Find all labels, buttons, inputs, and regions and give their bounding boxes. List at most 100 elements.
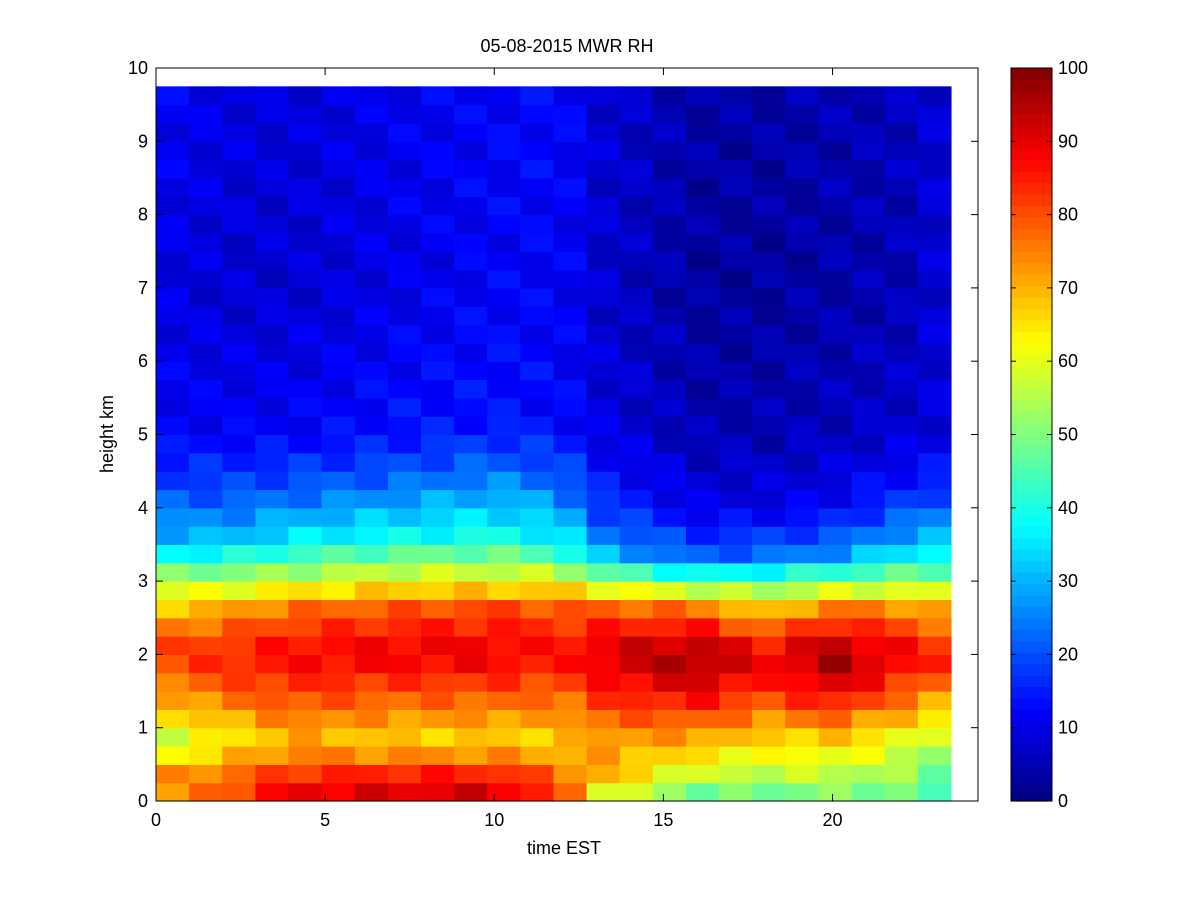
heatmap-cell xyxy=(189,379,223,399)
heatmap-cell xyxy=(520,361,555,381)
heatmap-cell xyxy=(288,672,323,692)
heatmap-cell xyxy=(619,746,654,765)
heatmap-cell xyxy=(752,562,786,582)
heatmap-cell xyxy=(652,232,687,252)
colorbar-tick-label: 100 xyxy=(1058,58,1088,78)
heatmap-cell xyxy=(222,691,256,710)
heatmap-cell xyxy=(917,177,952,197)
heatmap-cell xyxy=(487,214,521,234)
heatmap-cell xyxy=(387,232,422,252)
heatmap-cell xyxy=(884,287,919,307)
heatmap-cell xyxy=(156,397,190,417)
heatmap-cell xyxy=(917,654,952,674)
heatmap-cell xyxy=(487,287,521,307)
heatmap-cell xyxy=(884,489,919,509)
colorbar-swatch xyxy=(1011,697,1052,710)
colorbar-swatch xyxy=(1011,434,1052,447)
heatmap-cell xyxy=(454,672,488,692)
heatmap-cell xyxy=(785,599,820,619)
colorbar-tick-label: 30 xyxy=(1058,571,1078,591)
heatmap-cell xyxy=(222,196,256,216)
heatmap-cell xyxy=(222,214,256,234)
heatmap-cell xyxy=(255,306,290,326)
heatmap-cell xyxy=(685,397,720,417)
heatmap-cell xyxy=(685,214,720,234)
heatmap-cell xyxy=(586,269,621,289)
heatmap-cell xyxy=(487,636,521,655)
heatmap-cell xyxy=(288,122,323,142)
heatmap-cell xyxy=(255,342,290,362)
heatmap-cell xyxy=(752,416,786,436)
heatmap-cell xyxy=(420,361,455,381)
heatmap-cell xyxy=(884,636,919,655)
heatmap-cell xyxy=(652,159,687,179)
heatmap-cell xyxy=(884,122,919,142)
heatmap-cell xyxy=(454,526,488,546)
heatmap-cell xyxy=(619,617,654,637)
heatmap-cell xyxy=(553,287,588,307)
heatmap-cell xyxy=(189,782,223,802)
heatmap-cell xyxy=(156,709,190,729)
heatmap-cell xyxy=(851,434,886,454)
heatmap-cell xyxy=(189,471,223,491)
heatmap-cell xyxy=(222,709,256,729)
heatmap-cell xyxy=(652,654,687,674)
heatmap-cell xyxy=(785,636,820,655)
heatmap-cell xyxy=(619,727,654,747)
heatmap-cell xyxy=(487,782,521,802)
heatmap-cell xyxy=(553,86,588,106)
heatmap-cell xyxy=(222,306,256,326)
heatmap-cell xyxy=(818,159,853,179)
heatmap-cell xyxy=(752,177,786,197)
heatmap-cell xyxy=(255,599,290,619)
heatmap-cell xyxy=(719,104,753,124)
heatmap-cell xyxy=(520,122,555,142)
heatmap-cell xyxy=(553,544,588,564)
heatmap-cell xyxy=(288,342,323,362)
heatmap-cell xyxy=(719,526,753,546)
colorbar-swatch xyxy=(1011,159,1052,172)
heatmap-cell xyxy=(719,159,753,179)
heatmap-cell xyxy=(189,397,223,417)
heatmap-cell xyxy=(321,526,356,546)
heatmap-cell xyxy=(354,452,389,472)
heatmap-cell xyxy=(255,746,290,765)
heatmap-cell xyxy=(487,746,521,765)
heatmap-cell xyxy=(685,544,720,564)
heatmap-cell xyxy=(719,727,753,747)
heatmap-cell xyxy=(851,636,886,655)
heatmap-cell xyxy=(553,507,588,527)
colorbar-swatch xyxy=(1011,331,1052,344)
heatmap-cell xyxy=(553,599,588,619)
heatmap-cell xyxy=(884,361,919,381)
heatmap-cell xyxy=(586,471,621,491)
heatmap-cell xyxy=(387,416,422,436)
heatmap-cell xyxy=(553,672,588,692)
heatmap-cell xyxy=(420,86,455,106)
heatmap-cell xyxy=(487,581,521,601)
heatmap-cell xyxy=(454,746,488,765)
heatmap-cell xyxy=(354,526,389,546)
heatmap-cell xyxy=(321,544,356,564)
heatmap-cell xyxy=(321,397,356,417)
heatmap-cell xyxy=(255,434,290,454)
heatmap-cell xyxy=(619,251,654,271)
heatmap-cell xyxy=(917,232,952,252)
heatmap-cell xyxy=(420,379,455,399)
heatmap-cell xyxy=(752,471,786,491)
heatmap-cell xyxy=(222,251,256,271)
heatmap-cell xyxy=(454,232,488,252)
heatmap-cell xyxy=(288,489,323,509)
heatmap-cell xyxy=(719,471,753,491)
heatmap-cell xyxy=(652,269,687,289)
heatmap-cell xyxy=(387,269,422,289)
heatmap-cell xyxy=(553,122,588,142)
heatmap-cell xyxy=(553,214,588,234)
heatmap-cell xyxy=(917,782,952,802)
heatmap-cell xyxy=(851,86,886,106)
heatmap-cell xyxy=(321,177,356,197)
heatmap-cell xyxy=(520,379,555,399)
heatmap-cell xyxy=(619,416,654,436)
heatmap-cell xyxy=(156,251,190,271)
colorbar-swatch xyxy=(1011,68,1052,81)
